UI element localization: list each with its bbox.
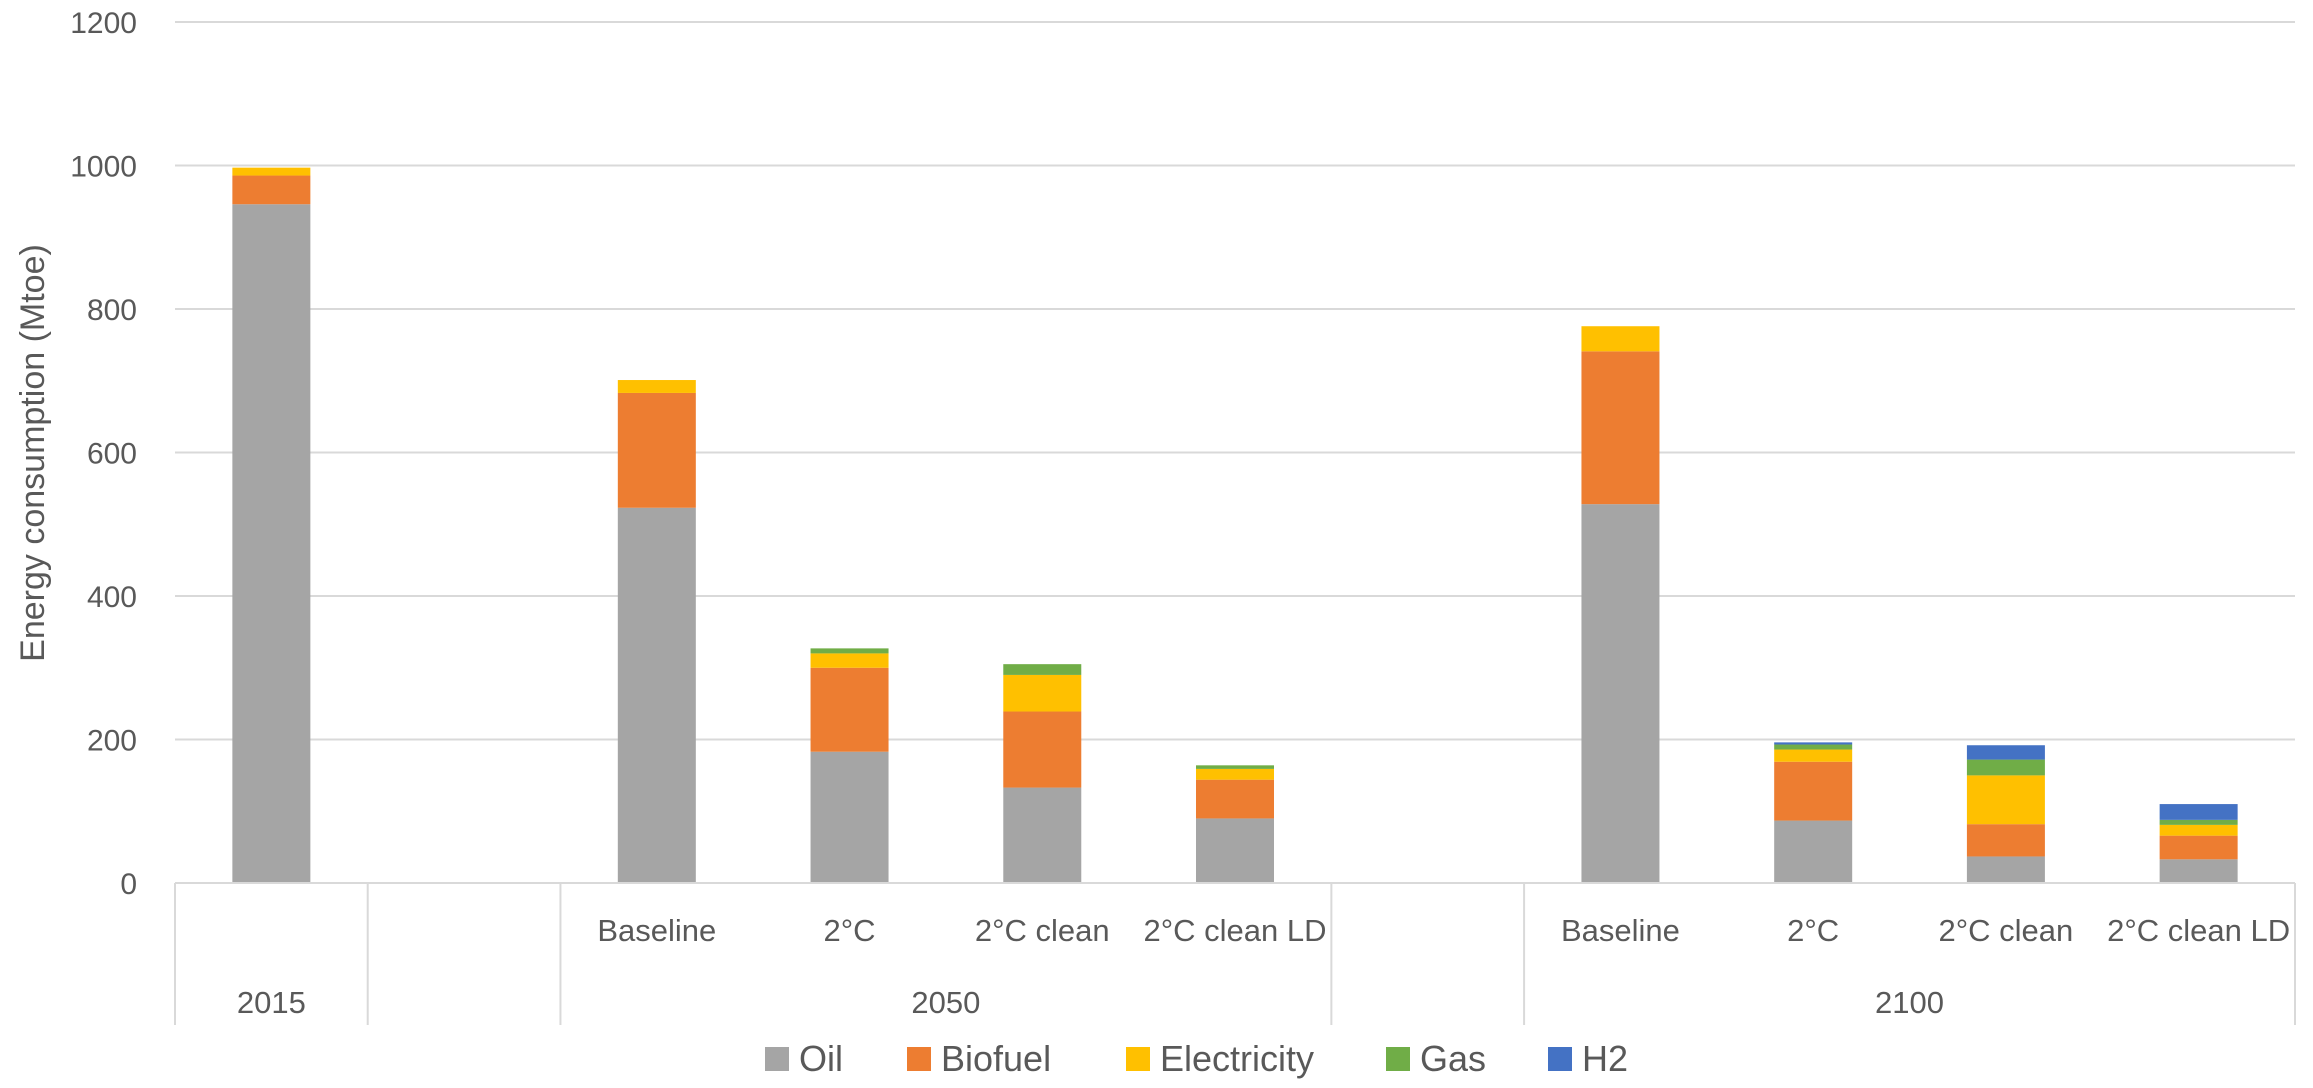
category-label: Baseline [1561,913,1680,948]
y-tick-label: 400 [87,581,137,614]
bar-segment-biofuel [617,392,696,508]
bar-segment-electricity [810,653,889,668]
category-label: 2°C clean [1939,913,2074,948]
gridlines [175,21,2295,741]
bar-segment-biofuel [810,667,889,752]
bar-segment-oil [1966,856,2045,883]
bar-segment-biofuel [232,175,311,205]
y-tick-label: 800 [87,294,137,327]
legend-label: Electricity [1160,1038,1314,1079]
legend-swatch-oil [765,1047,789,1071]
bar-segment-oil [1003,787,1082,883]
category-label: 2°C clean LD [1144,913,1327,948]
legend-label: H2 [1582,1038,1628,1079]
bar-segment-biofuel [1581,351,1660,505]
bar-segment-biofuel [1774,761,1853,821]
legend: Oil Biofuel Electricity Gas H2 [765,1038,1628,1079]
bar-segment-h2 [1774,742,1853,745]
category-label: 2°C [824,913,876,948]
bar-segment-biofuel [2159,835,2238,860]
bar-segment-biofuel [1003,711,1082,788]
legend-label: Gas [1420,1038,1486,1079]
y-axis-ticks: 0 200 400 600 800 1000 1200 [70,7,137,901]
legend-swatch-biofuel [907,1047,931,1071]
bar-segment-electricity [617,380,696,393]
legend-swatch-electricity [1126,1047,1150,1071]
group-label: 2100 [1875,985,1944,1020]
bar-segment-gas [2159,819,2238,825]
legend-swatch-h2 [1548,1047,1572,1071]
bar-segment-h2 [1966,745,2045,760]
bar-segment-electricity [1581,326,1660,352]
legend-label: Biofuel [941,1038,1051,1079]
y-axis-label: Energy consumption (Mtoe) [14,244,52,662]
bar-segment-gas [1196,765,1274,769]
bar-segment-oil [1581,504,1660,883]
legend-label: Oil [799,1038,843,1079]
y-tick-label: 600 [87,438,137,471]
group-label: 2050 [911,985,980,1020]
category-label: 2°C [1787,913,1839,948]
bar-segment-gas [1774,744,1853,750]
bar-segment-electricity [1966,775,2045,825]
bar-segment-biofuel [1196,779,1274,819]
bar-segment-gas [1966,759,2045,776]
bar-segment-h2 [2159,804,2238,820]
y-tick-label: 1000 [70,151,137,184]
bar-segment-electricity [1003,674,1082,712]
bar-segment-electricity [1196,768,1274,780]
y-tick-label: 200 [87,725,137,758]
bars [232,167,2238,883]
bar-segment-gas [1003,664,1082,675]
bar-segment-oil [810,751,889,883]
bar-segment-oil [232,204,311,883]
legend-swatch-gas [1386,1047,1410,1071]
x-axis: Baseline 2°C 2°C clean 2°C clean LD Baseline… [174,882,2296,1025]
bar-segment-oil [2159,859,2238,883]
bar-segment-electricity [232,167,311,176]
y-tick-label: 0 [120,868,137,901]
category-label: 2°C clean [975,913,1110,948]
bar-segment-electricity [1774,749,1853,762]
group-label: 2015 [237,985,306,1020]
category-label: 2°C clean LD [2107,913,2290,948]
bar-segment-oil [617,507,696,883]
bar-segment-electricity [2159,824,2238,836]
category-label: Baseline [597,913,716,948]
bar-segment-oil [1774,820,1853,883]
bar-segment-biofuel [1966,824,2045,857]
y-tick-label: 1200 [70,7,137,40]
bar-segment-gas [810,648,889,654]
bar-segment-oil [1196,818,1274,883]
